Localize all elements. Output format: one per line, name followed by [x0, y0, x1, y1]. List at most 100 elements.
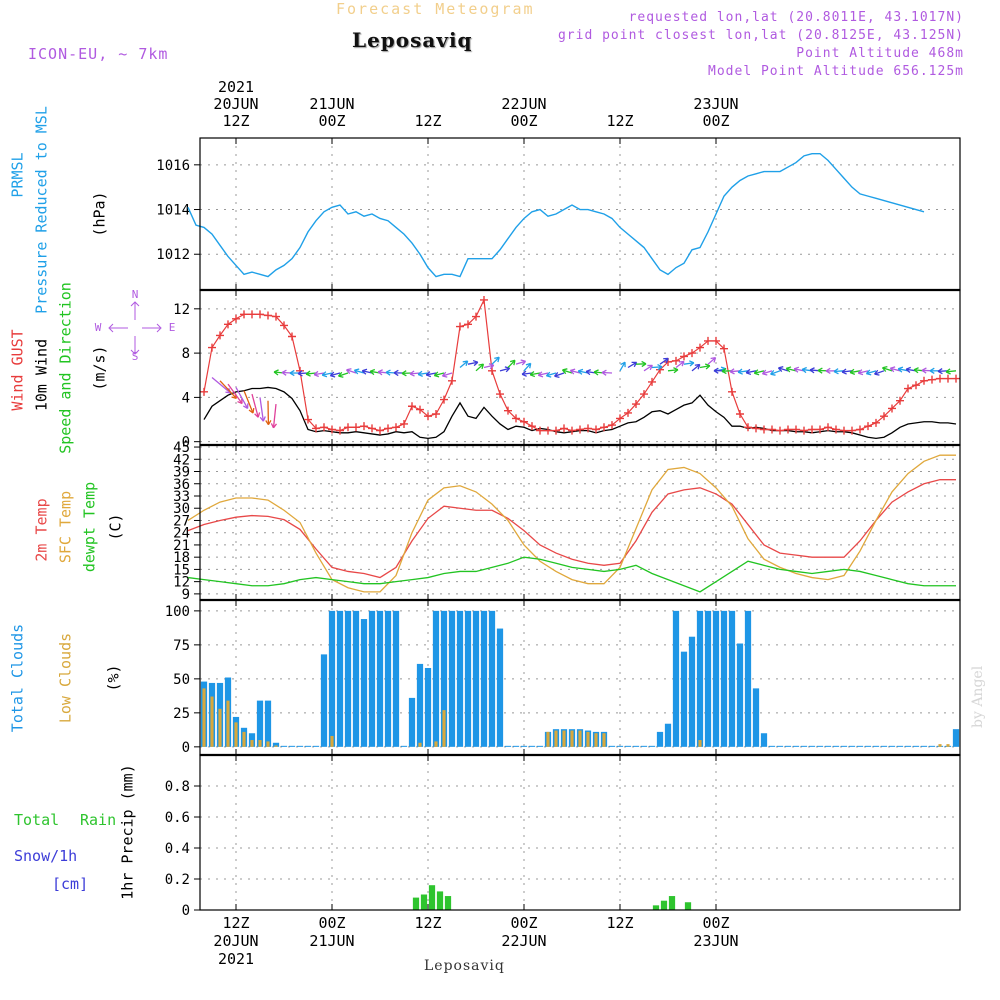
y-tick-label: 9: [182, 587, 190, 603]
gust-marker: [216, 331, 224, 340]
y-tick-label: 18: [173, 550, 190, 566]
wind-arrowhead: [663, 357, 669, 364]
y-tick-label: 36: [173, 477, 190, 493]
wind-arrow: [762, 370, 773, 375]
total-cloud-bar: [728, 610, 736, 747]
total-clouds-label: Total Clouds: [9, 624, 27, 732]
panel-frame-temp: [199, 444, 961, 601]
gust-marker: [712, 336, 720, 345]
total-cloud-bar: [792, 745, 800, 747]
y-tick-label: 1016: [156, 158, 190, 174]
total-cloud-bar: [624, 745, 632, 747]
total-cloud-bar: [504, 745, 512, 747]
wind-arrowhead: [369, 368, 376, 376]
low-cloud-bar: [226, 700, 230, 747]
gust-marker: [784, 425, 792, 434]
total-cloud-bar: [832, 745, 840, 747]
rain-bar: [652, 905, 660, 910]
total-cloud-bar: [264, 700, 272, 747]
total-cloud-bar: [528, 745, 536, 747]
clouds-unit: (%): [105, 664, 123, 691]
total-cloud-bar: [904, 745, 912, 747]
gust-marker: [856, 425, 864, 434]
wind-arrow: [434, 372, 445, 377]
low-cloud-bar: [602, 733, 606, 747]
wind-arrowhead: [248, 407, 255, 414]
gust-marker: [672, 356, 680, 365]
total-cloud-bar: [616, 745, 624, 747]
point-altitude: Point Altitude 468m: [796, 46, 964, 61]
wind-arrowhead: [721, 367, 727, 375]
gust-marker: [344, 423, 352, 432]
wind-arrow: [330, 372, 341, 377]
total-cloud-bar: [440, 610, 448, 747]
wind-arrowhead: [929, 367, 935, 374]
total-cloud-bar: [456, 610, 464, 747]
total-cloud-bar: [880, 745, 888, 747]
wind-arrowhead: [770, 369, 776, 376]
wind-arrow: [515, 360, 526, 365]
wind-arrow: [738, 370, 749, 373]
gust-marker: [936, 374, 944, 383]
header-title: Forecast Meteogram: [336, 0, 535, 18]
total-cloud-bar: [392, 610, 400, 747]
total-cloud-bar: [768, 745, 776, 747]
x-tick-label-bottom: 12Z: [606, 914, 633, 932]
wind-arrow: [305, 372, 317, 375]
wind-arrow: [251, 393, 259, 418]
wind-arrow: [866, 370, 877, 375]
wind-arrow: [483, 364, 494, 369]
wind-arrowhead: [273, 369, 279, 376]
gust-marker: [432, 410, 440, 418]
gust-marker: [400, 419, 408, 428]
wind-arrow: [627, 361, 637, 369]
wind-arrowhead: [393, 369, 399, 377]
total-cloud-bar: [520, 745, 528, 747]
wind-arrow: [945, 370, 957, 373]
low-cloud-bar: [242, 731, 246, 747]
wind-arrow: [426, 372, 437, 376]
temp-line-tsfc: [187, 454, 956, 593]
gust-marker: [512, 414, 520, 423]
low-cloud-bar: [570, 730, 574, 747]
wind-arrow: [346, 369, 357, 374]
gust-marker: [496, 390, 504, 399]
compass-s: S: [132, 350, 139, 363]
wind-arrow: [418, 372, 429, 376]
gust-marker: [808, 425, 816, 434]
x-tick-label-top: 12Z: [414, 112, 441, 130]
wind-arrow: [850, 370, 861, 374]
x-tick-label-top: 12Z: [606, 112, 633, 130]
wind-arrowhead: [337, 371, 344, 378]
y-tick-label: 21: [173, 538, 190, 554]
total-cloud-bar: [864, 745, 872, 747]
gust-marker: [224, 320, 232, 329]
x-tick-label-top: 2021: [218, 78, 254, 96]
total-cloud-bar: [744, 610, 752, 747]
total-cloud-bar: [288, 745, 296, 747]
gust-marker: [232, 314, 240, 323]
wind-arrowhead: [561, 368, 568, 375]
wind-arrowhead: [289, 369, 295, 377]
gust-marker: [392, 423, 400, 432]
gust-marker: [600, 423, 608, 432]
gust-marker: [368, 424, 376, 433]
wind-gust-label: Wind GUST: [9, 329, 27, 410]
wind-arrowhead: [377, 369, 383, 376]
wind-arrowhead: [825, 367, 831, 375]
y-tick-label: 0: [182, 435, 190, 451]
total-cloud-bar: [432, 610, 440, 747]
y-tick-label: 12: [173, 302, 190, 318]
temp-line-t2m: [187, 479, 956, 579]
y-tick-label: 8: [182, 346, 190, 362]
gust-marker: [680, 352, 688, 361]
wind-arrowhead: [329, 371, 336, 378]
wind-arrowhead: [321, 371, 328, 378]
total-cloud-bar: [712, 610, 720, 747]
low-cloud-bar: [442, 710, 446, 747]
wind-arrow: [643, 364, 653, 372]
wind-arrowhead: [777, 366, 784, 373]
gust-marker: [304, 415, 312, 424]
total-cloud-bar: [672, 610, 680, 747]
gust-marker: [752, 424, 760, 433]
